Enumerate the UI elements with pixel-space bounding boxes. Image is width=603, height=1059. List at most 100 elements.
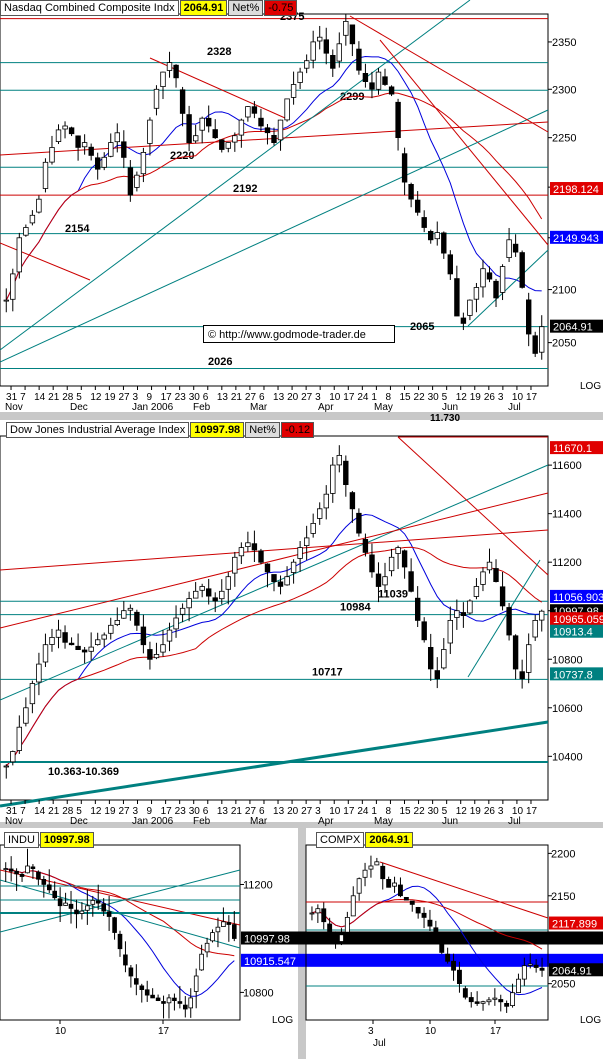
dow-x-tick-label: 7 [20, 806, 26, 817]
nasdaq-x-tick-label: 31 [6, 392, 18, 403]
nasdaq-candle [395, 101, 401, 139]
dow-x-tick-label: 27 [118, 806, 130, 817]
dow-candle [173, 617, 179, 630]
dow-candle [454, 610, 460, 618]
nasdaq-candle [238, 119, 245, 136]
dow-month-label: Feb [193, 816, 211, 827]
dow-price-tag-label: 10913.4 [553, 627, 593, 639]
nasdaq-candle [356, 48, 362, 71]
dow-x-tick-label: 14 [34, 806, 46, 817]
nasdaq-candle [49, 147, 55, 163]
nasdaq-x-tick-label: 7 [20, 392, 26, 403]
nasdaq-candle [271, 134, 277, 143]
nasdaq-level-label: 2154 [65, 223, 90, 235]
compx-candle [504, 1003, 510, 1007]
nasdaq-candle [212, 129, 218, 139]
compx-x-tick-label: 3 [368, 1026, 374, 1037]
dow-month-label: May [374, 816, 393, 827]
indu-candle [68, 903, 74, 909]
indu-candle [199, 953, 204, 971]
dow-candle [160, 644, 166, 653]
compx-candle [368, 865, 374, 870]
indu-candle [41, 879, 47, 885]
compx-candle [374, 861, 380, 866]
nasdaq-candle [343, 20, 349, 36]
nasdaq-candle [36, 198, 42, 213]
dow-candle [427, 647, 434, 670]
dow-x-tick-label: 28 [62, 806, 74, 817]
indu-candle [19, 873, 25, 877]
dow-candle [108, 624, 114, 634]
dow-candle [356, 512, 362, 534]
nasdaq-x-tick-label: 3 [315, 392, 321, 403]
indu-candle [52, 890, 57, 899]
nasdaq-candle [486, 272, 493, 280]
compx-candle [386, 879, 392, 888]
dow-month-label: Nov [5, 816, 23, 827]
nasdaq-candle [473, 287, 480, 300]
nasdaq-x-tick-label: 27 [118, 392, 130, 403]
nasdaq-candle [127, 167, 134, 196]
indu-candle [172, 997, 177, 1001]
dow-candle [512, 635, 519, 670]
dow-candle [23, 707, 29, 724]
dow-title: Dow Jones Industrial Average Index [6, 422, 190, 438]
nasdaq-trendline [0, 109, 549, 363]
nasdaq-candle [382, 76, 388, 85]
dow-range-label: 10.363-10.369 [48, 766, 119, 778]
nasdaq-candle [199, 117, 205, 131]
compx-header: COMPX 2064.91 [316, 832, 414, 848]
nasdaq-candle [375, 71, 382, 90]
compx-last-value: 2064.91 [365, 832, 414, 848]
dow-month-label: Jul [508, 816, 521, 827]
nasdaq-x-tick-label: 17 [526, 392, 538, 403]
indu-candle [95, 900, 101, 904]
dow-x-tick-label: 1 [371, 806, 377, 817]
nasdaq-x-tick-label: 8 [385, 392, 391, 403]
indu-candle [90, 900, 96, 905]
dow-candle [441, 649, 447, 669]
indu-candle [8, 868, 14, 872]
compx-candle [462, 988, 468, 998]
nasdaq-candle [316, 36, 323, 42]
indu-scale-label: LOG [272, 1015, 293, 1026]
nasdaq-candle [3, 299, 9, 302]
compx-price-tag-label: 2117.899 [552, 919, 597, 931]
dow-x-tick-label: 9 [147, 806, 153, 817]
nasdaq-trendline [379, 39, 549, 246]
compx-candle [397, 884, 403, 897]
nasdaq-candle [186, 114, 192, 143]
dow-candle [55, 629, 62, 638]
compx-candle [439, 939, 445, 953]
compx-candle [403, 897, 409, 901]
indu-candle [221, 921, 226, 927]
dow-y-tick-label: 11600 [552, 460, 582, 472]
nasdaq-candle [55, 129, 62, 142]
dow-candle [388, 556, 395, 572]
nasdaq-level-label: 2026 [208, 356, 232, 368]
compx-month-label: Jul [373, 1038, 386, 1049]
nasdaq-last-value: 2064.91 [179, 0, 228, 16]
dow-candle [408, 571, 414, 592]
dow-candle [343, 460, 349, 486]
indu-title: INDU [4, 832, 39, 848]
indu-candle [161, 1001, 166, 1004]
dow-trendline [467, 559, 541, 678]
nasdaq-candle [323, 39, 329, 54]
nasdaq-candle [114, 132, 120, 143]
dow-candle [219, 590, 225, 600]
dow-candle [539, 610, 545, 621]
dow-x-tick-label: 3 [498, 806, 504, 817]
compx-candle [327, 923, 333, 940]
dow-candle [421, 621, 427, 641]
dow-candle [271, 574, 277, 582]
compx-candle [451, 960, 456, 971]
nasdaq-candle [251, 106, 258, 114]
nasdaq-x-tick-label: 27 [301, 392, 313, 403]
dow-candle [140, 626, 147, 646]
nasdaq-candle [414, 199, 421, 213]
nasdaq-candle [460, 317, 467, 324]
dow-candle [238, 547, 245, 557]
compx-candle [338, 934, 344, 942]
